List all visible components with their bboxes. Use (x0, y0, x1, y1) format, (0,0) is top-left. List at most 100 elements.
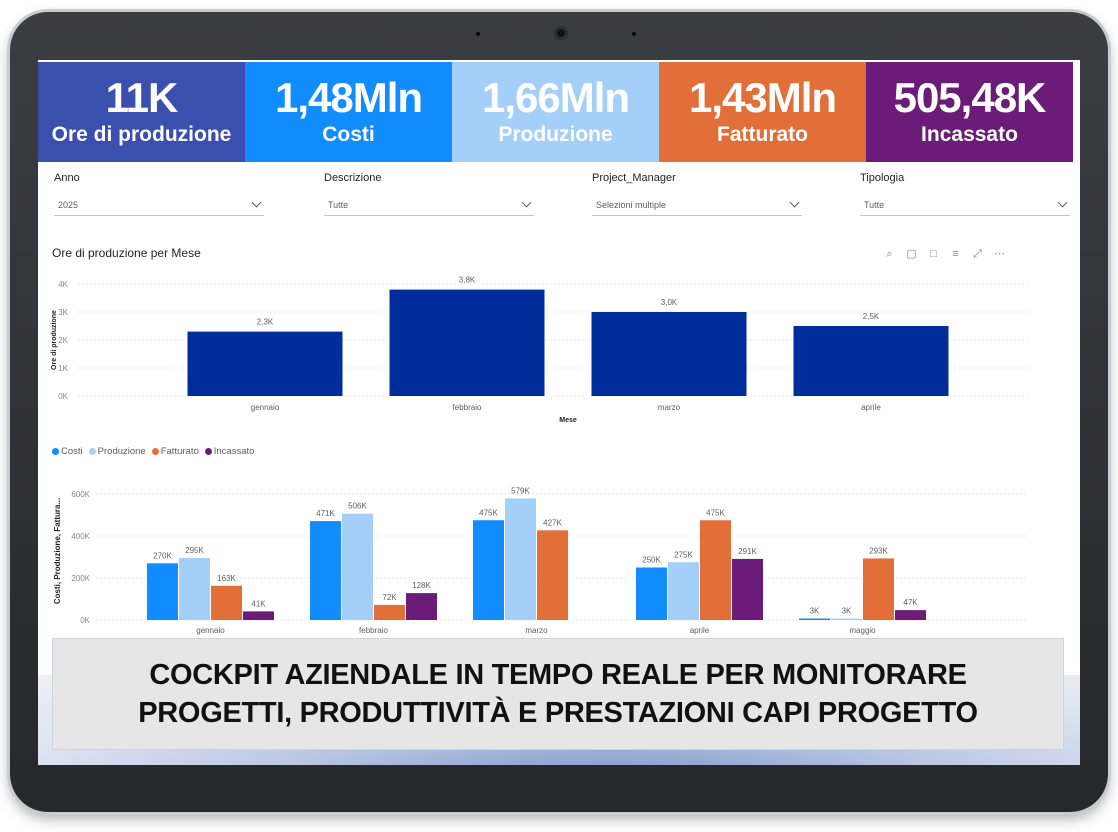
y-tick-label: 1K (58, 364, 68, 373)
slicer-value: 2025 (58, 199, 79, 210)
data-label: 506K (348, 502, 367, 511)
kpi-card-ore[interactable]: 11K Ore di produzione (38, 62, 245, 162)
data-label: 275K (674, 550, 693, 559)
slicer-label: Project_Manager (592, 172, 676, 184)
slicer-tipologia: Tipologia Tutte (860, 172, 1070, 216)
y-tick-label: 600K (71, 490, 90, 499)
slicer-dropdown-anno[interactable]: 2025 (54, 194, 264, 216)
data-label: 72K (382, 593, 397, 602)
x-tick-label: aprile (690, 626, 710, 635)
slicer-value: Tutte (328, 199, 349, 210)
slicer-dropdown-descrizione[interactable]: Tutte (324, 194, 534, 216)
kpi-row: 11K Ore di produzione 1,48Mln Costi 1,66… (38, 62, 1074, 162)
kpi-value: 11K (105, 74, 179, 121)
kpi-label: Ore di produzione (51, 123, 232, 146)
data-label: 475K (479, 508, 498, 517)
chevron-down-icon (789, 197, 800, 208)
slicer-dropdown-tipologia[interactable]: Tutte (860, 194, 1070, 216)
data-label: 3,0K (661, 298, 678, 307)
banner-line-1: COCKPIT AZIENDALE IN TEMPO REALE PER MON… (149, 659, 967, 691)
kpi-card-produzione[interactable]: 1,66Mln Produzione (452, 62, 659, 162)
bar (147, 563, 178, 620)
kpi-card-incassato[interactable]: 505,48K Incassato (866, 62, 1073, 162)
ore-produzione-chart[interactable]: 0K 1K 2K 3K 4K Ore di produzione 2,3K gennaio 3,… (38, 270, 1038, 440)
chevron-down-icon (251, 197, 262, 208)
bar (591, 312, 747, 396)
legend-item[interactable]: Costi (52, 446, 83, 457)
legend-item[interactable]: Incassato (204, 446, 255, 457)
filter-icon[interactable]: ≡ (952, 248, 959, 260)
sensor-dot (476, 32, 480, 36)
costi-produzione-chart[interactable]: 0K 200K 400K 600K Costi, Produzione, Fattura… (38, 464, 1038, 640)
bar (863, 558, 894, 620)
legend-label: Costi (61, 446, 83, 457)
kpi-value: 1,43Mln (688, 74, 837, 121)
legend-label: Produzione (97, 446, 146, 457)
chart-legend: Costi Produzione Fatturato Incassato (52, 446, 254, 457)
bar (187, 331, 343, 396)
slicer-project-manager: Project_Manager Selezioni multiple (592, 172, 802, 216)
banner-line-2: PROGETTI, PRODUTTIVITÀ E PRESTAZIONI CAP… (138, 697, 978, 729)
kpi-value: 505,48K (893, 74, 1047, 121)
data-label: 475K (706, 508, 725, 517)
y-tick-label: 4K (58, 280, 68, 289)
kpi-card-fatturato[interactable]: 1,43Mln Fatturato (659, 62, 866, 162)
pin-icon[interactable]: ⌕ (886, 248, 893, 260)
bar (505, 498, 536, 620)
y-axis-title: Costi, Produzione, Fattura... (53, 498, 62, 604)
x-tick-label: febbraio (453, 403, 482, 412)
data-label: 3K (842, 607, 852, 616)
x-tick-label: febbraio (359, 626, 388, 635)
data-label: 41K (251, 599, 266, 608)
slicer-descrizione: Descrizione Tutte (324, 172, 534, 216)
data-label: 295K (185, 546, 204, 555)
kpi-label: Costi (322, 123, 375, 146)
slicer-anno: Anno 2025 (54, 172, 264, 216)
legend-item[interactable]: Produzione (88, 446, 146, 457)
bar (636, 567, 667, 620)
bar (374, 604, 405, 620)
bar (799, 618, 830, 620)
data-label: 47K (903, 598, 918, 607)
legend-item[interactable]: Fatturato (151, 446, 199, 457)
data-label: 291K (738, 547, 757, 556)
bar (389, 289, 545, 396)
more-icon[interactable]: ⋯ (994, 248, 1005, 260)
focus-icon[interactable]: □ (930, 248, 937, 260)
x-tick-label: gennaio (196, 626, 225, 635)
chevron-down-icon (521, 197, 532, 208)
bar (342, 513, 373, 620)
kpi-label: Produzione (498, 123, 613, 146)
kpi-card-costi[interactable]: 1,48Mln Costi (245, 62, 452, 162)
slicer-label: Descrizione (324, 172, 382, 184)
legend-label: Incassato (213, 446, 255, 457)
slicer-label: Anno (54, 172, 80, 184)
promo-banner: COCKPIT AZIENDALE IN TEMPO REALE PER MON… (52, 638, 1064, 750)
slicer-dropdown-project-manager[interactable]: Selezioni multiple (592, 194, 802, 216)
expand-icon[interactable]: ⤢ (973, 248, 982, 260)
x-axis-title: Mese (559, 417, 577, 424)
tablet-device: 11K Ore di produzione 1,48Mln Costi 1,66… (10, 12, 1108, 812)
camera-icon (554, 26, 568, 40)
data-label: 270K (153, 551, 172, 560)
bar (473, 520, 504, 620)
slicer-value: Tutte (864, 199, 885, 210)
chart-title: Ore di produzione per Mese (52, 246, 201, 260)
slicer-label: Tipologia (860, 172, 905, 184)
sensor-dot (632, 32, 636, 36)
x-tick-label: aprile (861, 403, 881, 412)
y-axis-title: Ore di produzione (51, 310, 58, 370)
data-label: 163K (217, 574, 236, 583)
y-tick-label: 200K (71, 574, 90, 583)
legend-dot-icon (52, 448, 59, 455)
legend-dot-icon (151, 448, 159, 455)
bar (243, 611, 274, 620)
kpi-label: Fatturato (717, 123, 808, 146)
legend-dot-icon (88, 448, 96, 455)
bar (831, 618, 862, 620)
copy-icon[interactable]: ▢ (906, 248, 917, 260)
bar (668, 562, 699, 620)
chevron-down-icon (1057, 197, 1068, 208)
legend-dot-icon (204, 448, 212, 455)
bar (406, 593, 437, 620)
